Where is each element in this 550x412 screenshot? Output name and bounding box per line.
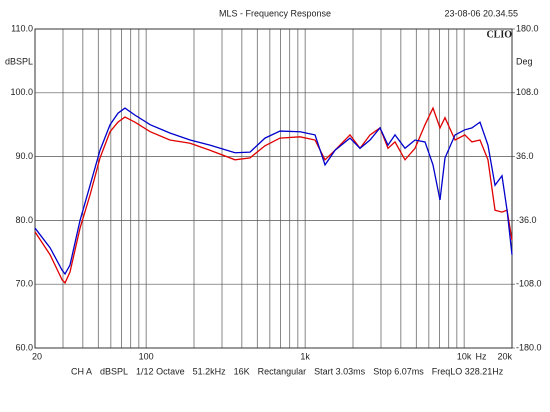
footer-item: 51.2kHz (193, 366, 227, 376)
footer-item: 16K (234, 366, 250, 376)
y-tick-label: 80.0 (15, 215, 33, 225)
y2-tick-label: -108.0 (516, 279, 542, 289)
x-tick-label: 10k (457, 351, 472, 361)
y2-tick-label: -36.0 (516, 215, 537, 225)
footer-item: Stop 6.07ms (373, 366, 424, 376)
footer-item: 1/12 Octave (136, 366, 185, 376)
y2-tick-label: -180.0 (516, 342, 542, 352)
x-axis-label: Hz (476, 351, 487, 361)
footer-item: Start 3.03ms (314, 366, 366, 376)
footer-item: Rectangular (258, 366, 307, 376)
y-tick-label: 60.0 (15, 342, 33, 352)
y-axis-label: dBSPL (5, 56, 33, 66)
x-tick-label: 20k (497, 351, 512, 361)
y2-tick-label: 180.0 (516, 23, 539, 33)
chart-title: MLS - Frequency Response (219, 8, 331, 18)
timestamp: 23-08-06 20.34.55 (444, 8, 518, 18)
y-tick-label: 90.0 (15, 151, 33, 161)
x-tick-label: 20 (32, 351, 42, 361)
logo: CLIO (486, 29, 512, 40)
x-tick-label: 100 (139, 351, 154, 361)
footer-item: dBSPL (100, 366, 128, 376)
plot-frame (34, 28, 513, 349)
y-tick-label: 70.0 (15, 279, 33, 289)
footer-item: FreqLO 328.21Hz (432, 366, 504, 376)
y2-tick-label: 108.0 (516, 87, 539, 97)
series-line (34, 107, 513, 276)
series-line (34, 106, 513, 285)
footer-item: CH A (71, 366, 92, 376)
x-tick-label: 1k (300, 351, 310, 361)
y2-axis-label: Deg (516, 56, 533, 66)
y-tick-label: 100.0 (10, 87, 33, 97)
y-tick-label: 110.0 (11, 23, 33, 33)
y2-tick-label: 36.0 (516, 151, 534, 161)
